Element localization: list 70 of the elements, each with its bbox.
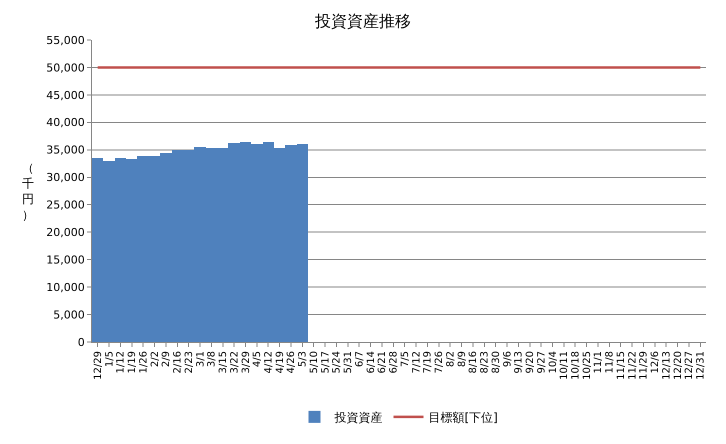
x-tick-label: 12/27	[684, 351, 696, 380]
y-tick-label: 45,000	[46, 88, 85, 102]
x-tick-label: 6/7	[354, 351, 366, 368]
x-tick-label: 8/9	[456, 351, 468, 368]
x-tick-label: 3/1	[195, 351, 206, 368]
x-tick-label: 8/2	[445, 351, 456, 368]
y-tick-label: 30,000	[46, 171, 85, 184]
x-tick-label: 4/5	[252, 351, 264, 368]
x-tick-label: 4/19	[274, 351, 286, 374]
x-tick-label: 1/19	[127, 351, 138, 374]
y-tick-label: 25,000	[46, 198, 85, 212]
x-tick-label: 9/13	[514, 351, 525, 374]
x-tick-label: 3/29	[240, 351, 252, 374]
x-tick-label: 8/16	[468, 351, 480, 374]
x-tick-label: 11/15	[616, 351, 627, 380]
x-tick-label: 12/31	[696, 351, 707, 380]
legend-label: 投資資産	[334, 410, 382, 425]
x-tick-label: 2/2	[150, 351, 161, 368]
y-tick-label: 15,000	[46, 253, 85, 266]
x-tick-label: 6/28	[388, 351, 400, 374]
x-tick-label: 11/8	[604, 351, 616, 374]
y-tick-label: 35,000	[46, 144, 85, 157]
x-tick-label: 5/31	[343, 351, 354, 374]
x-tick-label: 5/3	[298, 351, 309, 368]
x-tick-label: 9/6	[502, 351, 514, 368]
legend-label: 目標額[下位]	[428, 410, 498, 425]
chart-title: 投資資産推移	[314, 12, 411, 31]
y-tick-label: 5,000	[53, 308, 85, 322]
y-tick-label: 50,000	[46, 61, 85, 74]
x-tick-label: 2/16	[172, 351, 184, 374]
x-tick-label: 1/26	[138, 351, 150, 374]
x-tick-label: 4/26	[286, 351, 298, 374]
x-tick-label: 10/18	[570, 351, 582, 380]
x-tick-label: 7/12	[411, 351, 422, 374]
x-tick-label: 10/25	[582, 351, 593, 380]
x-tick-label: 10/4	[548, 351, 559, 374]
y-axis-title: （千円）	[22, 161, 34, 222]
x-tick-label: 12/6	[650, 351, 662, 374]
x-tick-label: 3/15	[218, 351, 230, 374]
x-tick-label: 9/20	[525, 351, 536, 374]
y-tick-label: 10,000	[46, 280, 85, 294]
y-tick-label: 0	[78, 336, 85, 349]
x-tick-label: 11/22	[627, 351, 638, 380]
x-tick-label: 1/5	[104, 351, 116, 368]
x-tick-label: 3/22	[229, 351, 240, 374]
x-tick-label: 12/29	[92, 351, 104, 380]
x-tick-label: 8/23	[480, 351, 491, 374]
x-tick-label: 6/21	[377, 351, 388, 374]
x-tick-label: 2/9	[161, 351, 172, 368]
x-tick-label: 9/27	[536, 351, 548, 374]
x-tick-label: 5/10	[308, 351, 320, 374]
x-tick-label: 8/30	[490, 351, 502, 374]
x-tick-label: 5/24	[332, 351, 343, 374]
x-tick-label: 4/12	[263, 351, 274, 374]
x-tick-label: 12/20	[672, 351, 684, 380]
y-tick-label: 20,000	[46, 226, 85, 240]
x-tick-label: 5/17	[320, 351, 332, 374]
x-tick-label: 7/26	[434, 351, 446, 374]
x-tick-label: 3/8	[206, 351, 218, 368]
x-tick-label: 7/19	[422, 351, 434, 374]
x-tick-label: 11/29	[638, 351, 650, 380]
x-tick-label: 11/1	[593, 351, 604, 374]
y-tick-label: 55,000	[46, 34, 85, 47]
x-tick-label: 2/23	[184, 351, 195, 374]
x-tick-label: 12/13	[661, 351, 672, 380]
x-tick-label: 7/5	[400, 351, 411, 368]
x-tick-label: 6/14	[366, 351, 377, 374]
x-tick-label: 1/12	[116, 351, 127, 374]
y-tick-label: 40,000	[46, 116, 85, 130]
x-tick-label: 10/11	[559, 351, 570, 380]
